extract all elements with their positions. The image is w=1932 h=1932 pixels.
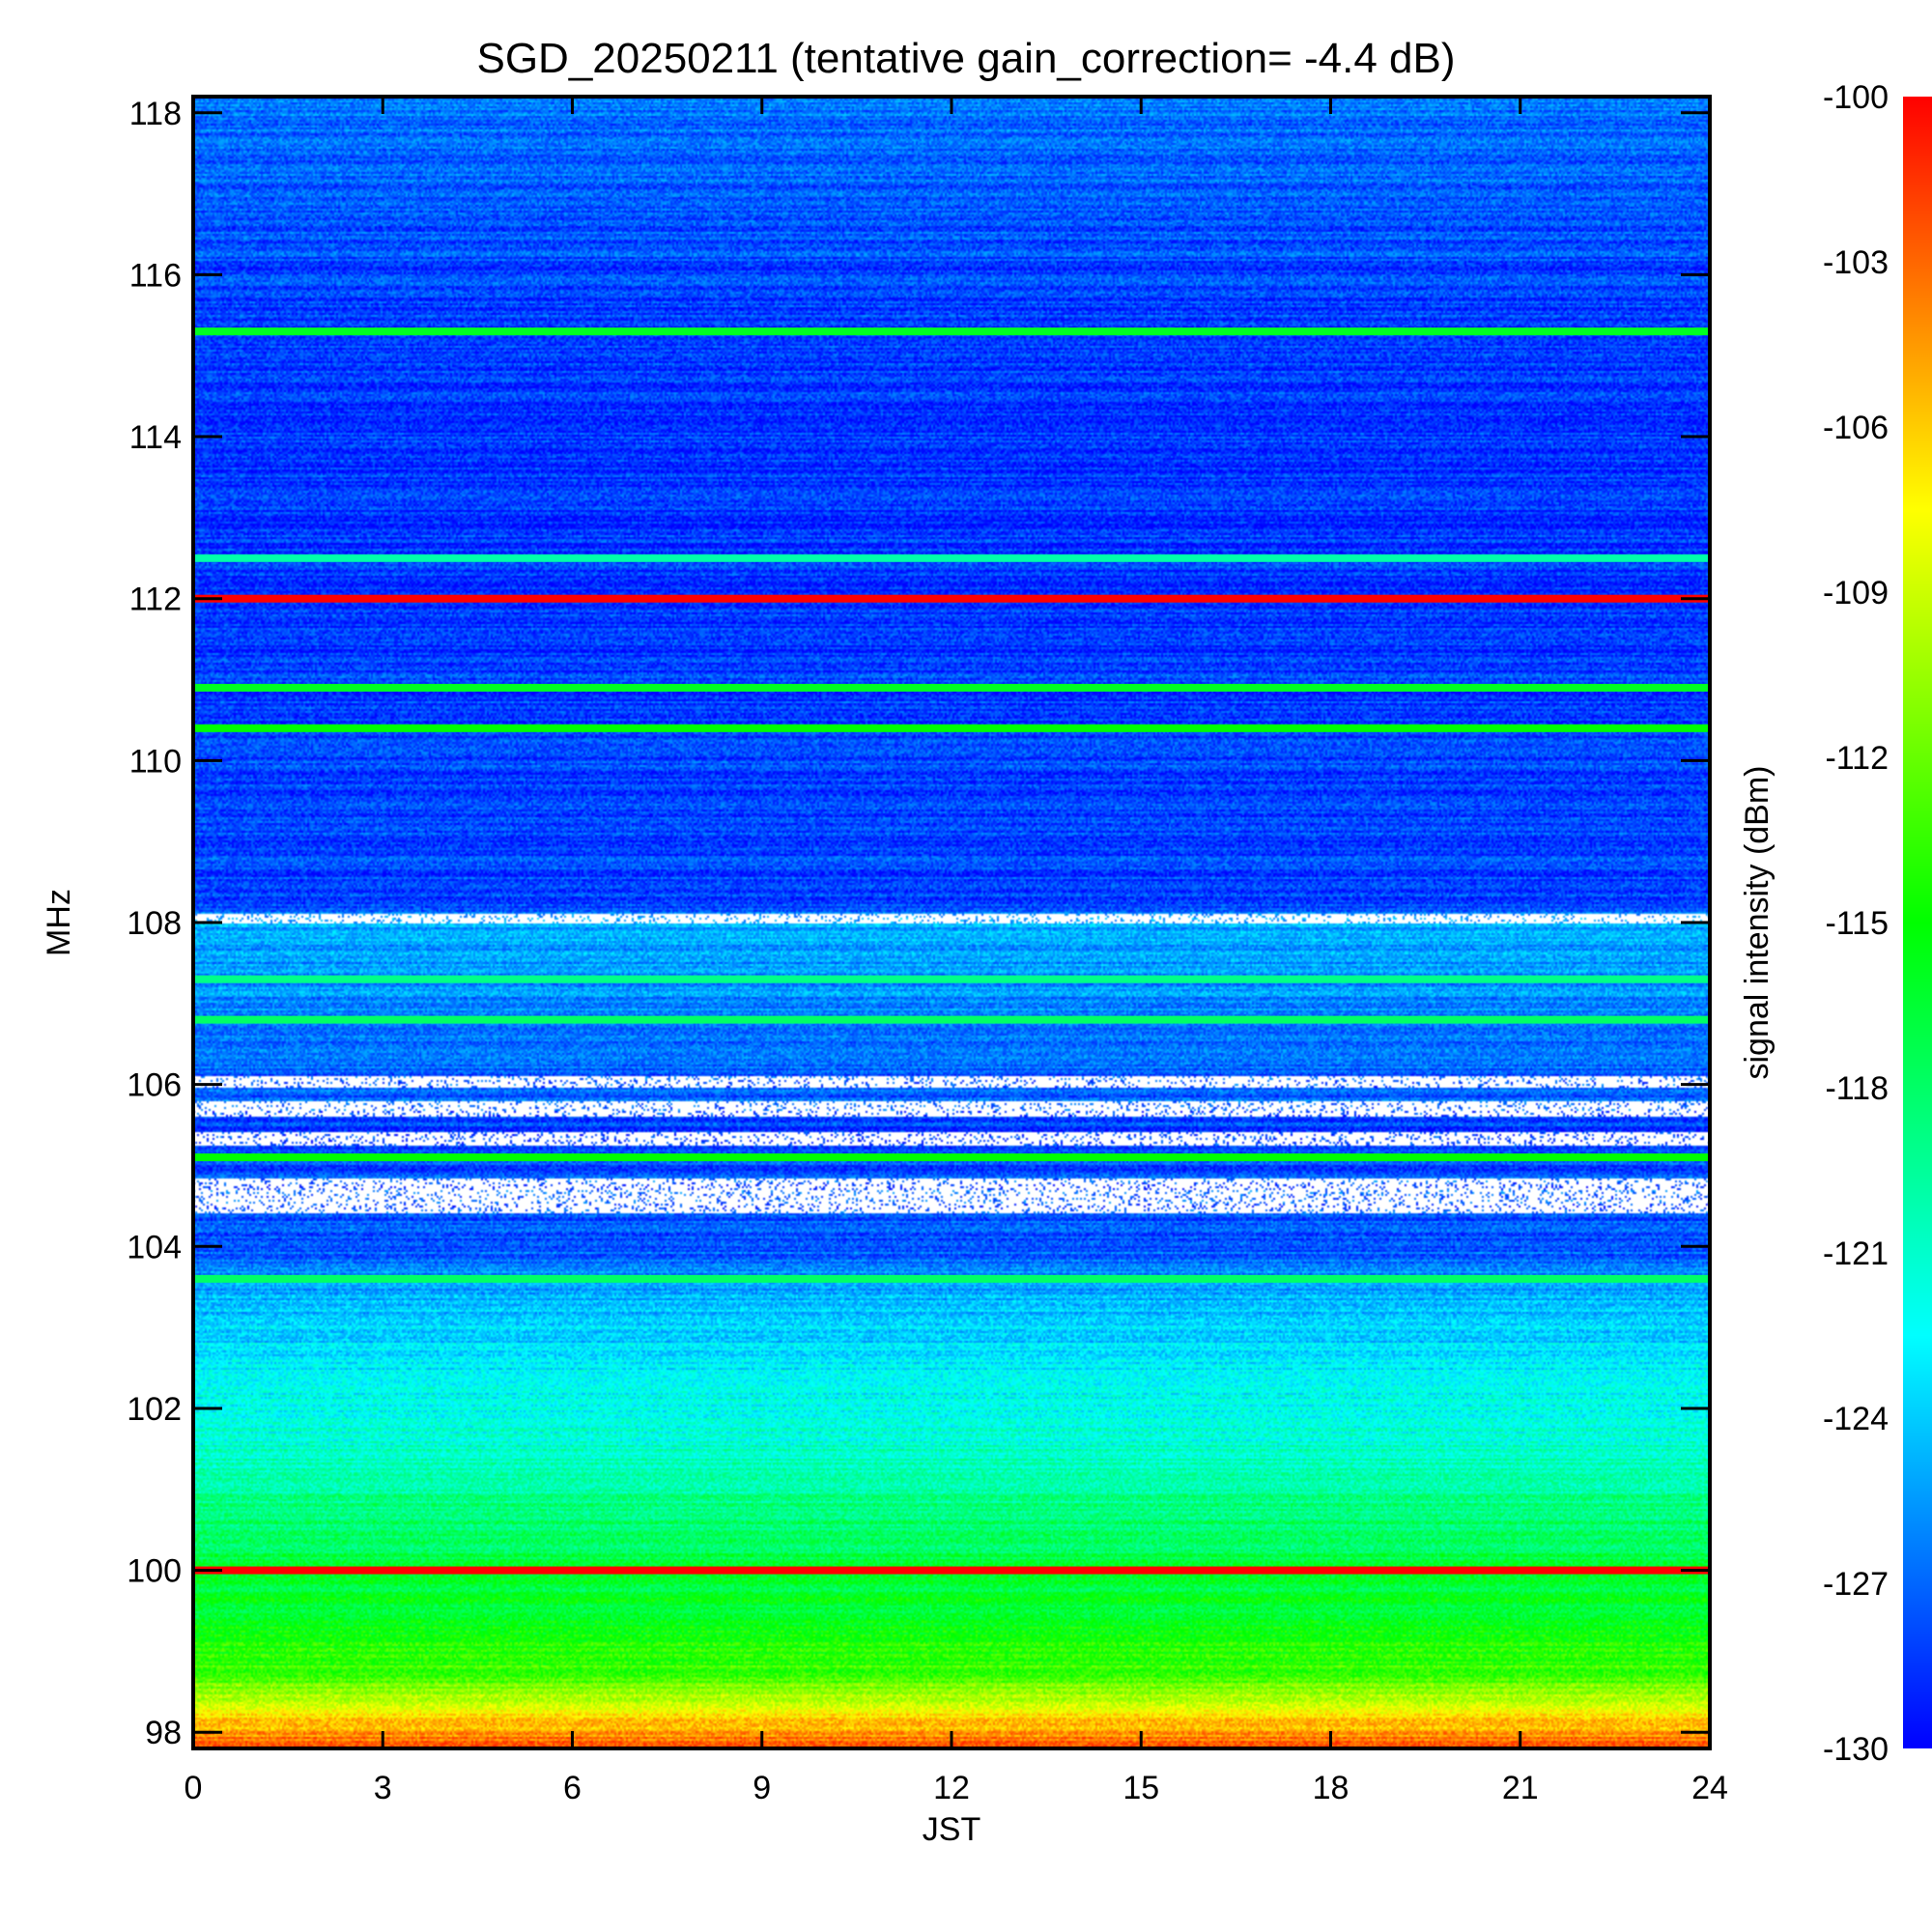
station-line xyxy=(193,1566,1710,1575)
x-axis: 0 3 6 9 12 15 18 21 24 xyxy=(185,97,1728,1806)
x-tick-label: 3 xyxy=(374,1770,392,1806)
colorbar-label: signal intensity (dBm) xyxy=(1739,765,1776,1079)
y-tick-label: 108 xyxy=(127,905,182,942)
x-tick-label: 15 xyxy=(1122,1770,1159,1806)
spectrogram-plot xyxy=(191,95,1712,1750)
x-axis-label: JST xyxy=(923,1811,980,1848)
colorbar-tick-label: -121 xyxy=(1823,1236,1889,1272)
y-axis: 98 100 102 104 106 108 110 112 114 116 118 xyxy=(127,96,1710,1751)
spectrogram-heatmap xyxy=(193,97,1710,1748)
colorbar-tick-label: -127 xyxy=(1823,1566,1889,1603)
colorbar-tick-label: -106 xyxy=(1823,410,1889,446)
colorbar-tick-label: -109 xyxy=(1823,575,1889,611)
station-line xyxy=(193,724,1710,732)
x-tick-label: 12 xyxy=(933,1770,970,1806)
station-line xyxy=(193,594,1710,603)
station-lines xyxy=(193,327,1710,1575)
colorbar-tick-label: -130 xyxy=(1823,1731,1889,1768)
y-tick-label: 118 xyxy=(129,96,182,132)
y-tick-label: 100 xyxy=(127,1553,182,1590)
x-tick-label: 6 xyxy=(563,1770,582,1806)
colorbar-tick-label: -112 xyxy=(1825,740,1889,777)
colorbar-gradient xyxy=(1903,97,1932,1748)
y-tick-label: 102 xyxy=(127,1391,182,1428)
station-line xyxy=(193,327,1710,336)
x-tick-label: 24 xyxy=(1691,1770,1728,1806)
y-axis-label: MHz xyxy=(41,889,77,956)
x-tick-label: 21 xyxy=(1502,1770,1539,1806)
y-tick-label: 106 xyxy=(127,1067,182,1104)
colorbar: -100 -103 -106 -109 -112 -115 -118 -121 -124 -127… xyxy=(1739,79,1932,1768)
chart-title: SGD_20250211 (tentative gain_correction=… xyxy=(476,35,1455,82)
x-tick-label: 0 xyxy=(185,1770,203,1806)
y-tick-label: 112 xyxy=(129,582,182,618)
station-line xyxy=(193,554,1710,562)
colorbar-tick-label: -103 xyxy=(1823,244,1889,281)
colorbar-tick-label: -124 xyxy=(1823,1401,1889,1437)
x-tick-label: 9 xyxy=(753,1770,771,1806)
colorbar-tick-label: -115 xyxy=(1825,905,1889,942)
colorbar-tick-label: -118 xyxy=(1825,1070,1889,1107)
y-tick-label: 110 xyxy=(129,743,182,780)
station-line xyxy=(193,683,1710,692)
y-tick-label: 114 xyxy=(129,419,182,456)
station-line xyxy=(193,975,1710,983)
y-tick-label: 116 xyxy=(129,257,182,294)
y-tick-label: 98 xyxy=(145,1715,182,1751)
station-line xyxy=(193,1274,1710,1283)
station-line xyxy=(193,1153,1710,1162)
y-tick-label: 104 xyxy=(127,1229,182,1265)
colorbar-tick-label: -100 xyxy=(1823,79,1889,116)
x-tick-label: 18 xyxy=(1313,1770,1350,1806)
colorbar-ticks: -100 -103 -106 -109 -112 -115 -118 -121 -124 -127… xyxy=(1823,79,1889,1768)
station-line xyxy=(193,1015,1710,1024)
